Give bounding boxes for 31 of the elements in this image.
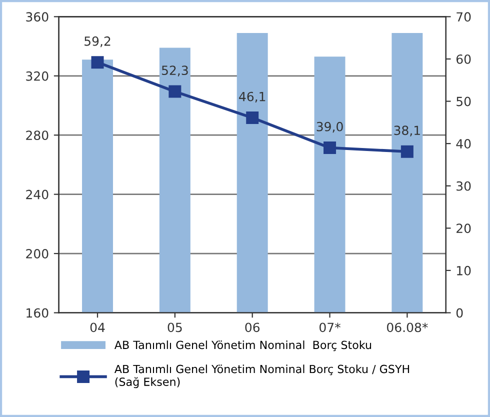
data-label: 39,0 xyxy=(316,122,343,133)
y2-tick-label: 70 xyxy=(456,12,471,22)
point xyxy=(168,85,182,98)
y-tick-label: 280 xyxy=(26,130,48,140)
data-label: 38,1 xyxy=(394,126,420,136)
y2-tick-label: 40 xyxy=(456,139,471,148)
y2-tick-label: 50 xyxy=(456,96,471,106)
x-tick-label: 06 xyxy=(245,322,260,332)
y2-tick-label: 0 xyxy=(456,308,463,318)
y2-tick-label: 20 xyxy=(456,224,471,234)
y-tick-label: 200 xyxy=(26,249,48,258)
legend-label: AB Tanımlı Genel Yönetim Nominal Borç Stoku xyxy=(114,340,372,352)
point xyxy=(91,56,104,69)
point xyxy=(324,142,336,154)
data-label: 59,2 xyxy=(84,36,110,48)
data-label: 52,3 xyxy=(162,66,188,76)
x-tick-label: 06.08* xyxy=(386,322,428,332)
data-label: 46,1 xyxy=(239,92,266,103)
legend-label: AB Tanımlı Genel Yönetim Nominal Borç Stoku / GSYH (Sağ Eksen) xyxy=(114,364,410,388)
x-tick-label: 07* xyxy=(320,322,340,332)
point xyxy=(400,145,414,158)
y2-tick-label: 60 xyxy=(456,54,471,64)
y-tick-label: 160 xyxy=(26,308,48,318)
point xyxy=(246,112,259,124)
y-tick-label: 360 xyxy=(26,12,48,22)
y-tick-label: 320 xyxy=(26,71,48,81)
x-tick-label: 05 xyxy=(168,322,182,332)
y2-tick-label: 30 xyxy=(456,181,471,191)
y2-tick-label: 10 xyxy=(456,266,471,276)
x-tick-label: 04 xyxy=(90,322,105,332)
y-tick-label: 240 xyxy=(26,190,48,200)
